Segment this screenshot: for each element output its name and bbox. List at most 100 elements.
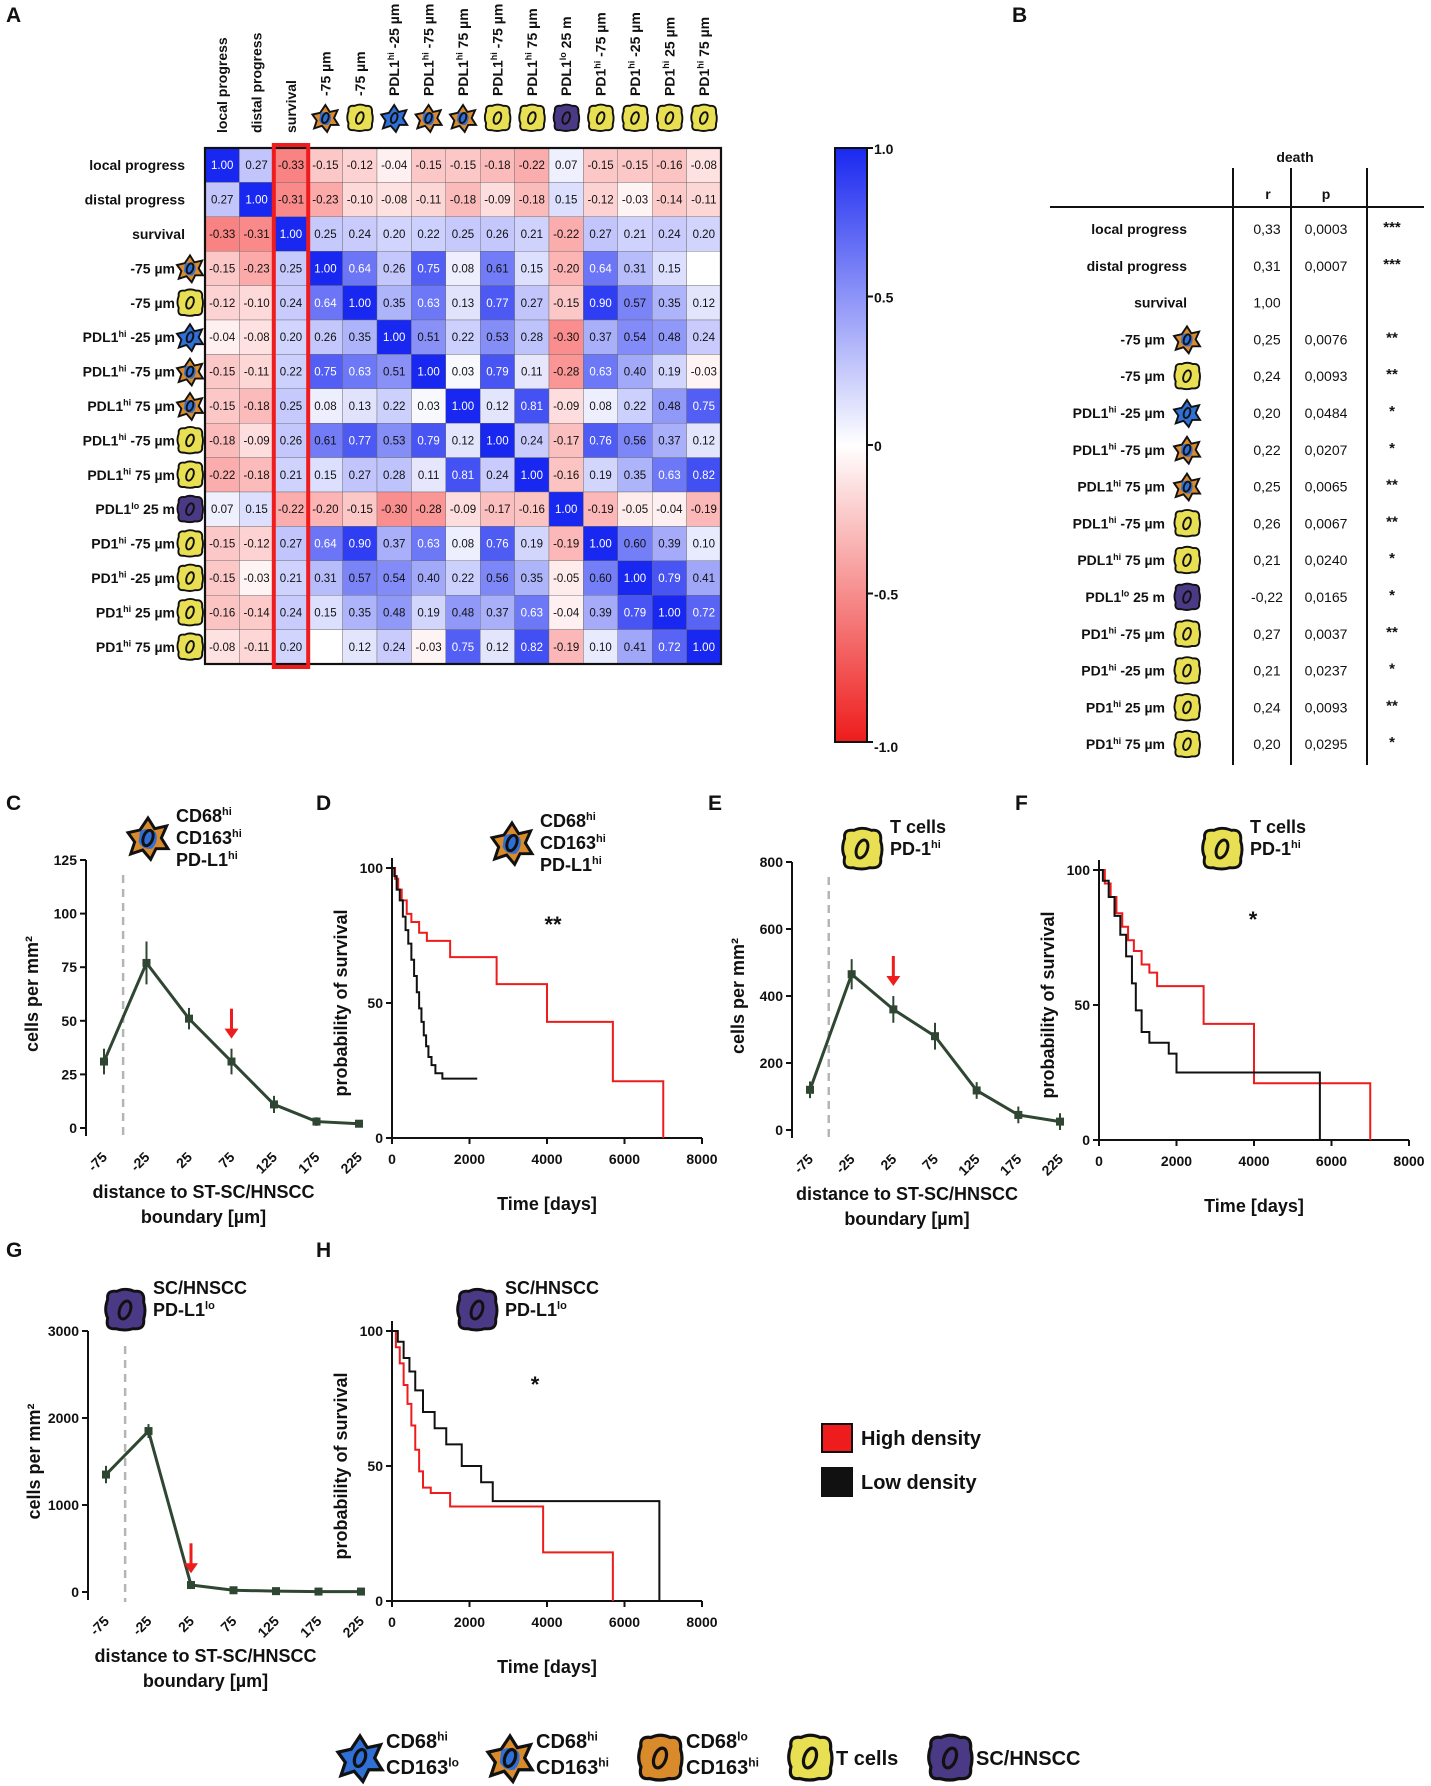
heatmap-cell <box>686 457 722 493</box>
line-chart-e: E 0 200 400 600 800 -75 -25 25 75 125 175 225 cells p… <box>708 792 1066 1229</box>
y-tick-label: 100 <box>1067 862 1091 878</box>
heatmap-value: 0.63 <box>589 367 611 379</box>
heatmap-cell <box>548 354 584 389</box>
table-r-value: 0,21 <box>1253 552 1280 568</box>
heatmap-cell <box>239 595 274 630</box>
colorbar-tick-label: 0.5 <box>874 290 894 306</box>
heatmap-cell <box>204 491 240 527</box>
heatmap-cell <box>376 182 412 217</box>
heatmap-value: 0.20 <box>693 229 715 241</box>
heatmap-cell <box>617 216 653 252</box>
heatmap-value: 1.00 <box>486 435 508 447</box>
y-tick-label: 0 <box>375 1130 383 1146</box>
blue-star-cell-icon <box>379 103 409 134</box>
chart-title: CD163hi <box>176 828 242 848</box>
column-label: PD1hi 25 µm <box>661 17 677 96</box>
heatmap-value: 0.37 <box>589 332 611 344</box>
heatmap-cell <box>514 629 550 665</box>
colorbar-tick-label: 0 <box>874 438 882 454</box>
x-tick-label: 175 <box>997 1151 1025 1179</box>
heatmap-value: 0.20 <box>280 642 302 654</box>
yellow-cell-icon <box>1173 509 1201 538</box>
heatmap-cell <box>652 595 687 630</box>
heatmap-value: 0.11 <box>521 367 543 379</box>
heatmap-cell <box>239 182 274 217</box>
y-axis-label: probability of survival <box>331 909 351 1096</box>
heatmap-value: 0.19 <box>658 367 680 379</box>
legend-high-label: High density <box>861 1428 982 1450</box>
heatmap-value: 0.48 <box>658 332 680 344</box>
y-tick-label: 0 <box>775 1122 783 1138</box>
x-tick-label: 75 <box>217 1613 239 1635</box>
heatmap-value: 0.40 <box>417 573 439 585</box>
orange-star-cell-icon <box>175 391 205 422</box>
column-label: PDL1lo 25 m <box>558 16 574 96</box>
y-tick-label: 125 <box>54 852 78 868</box>
table-significance: *** <box>1383 219 1401 236</box>
heatmap-value: 0.27 <box>245 160 267 172</box>
y-axis-label: probability of survival <box>1038 911 1058 1098</box>
table-row-label: PDL1hi 75 µm <box>1077 478 1165 494</box>
heatmap-value: -0.09 <box>243 435 269 447</box>
table-p-value: 0,0037 <box>1305 626 1348 642</box>
chart-title: T cells <box>890 817 946 837</box>
x-tick-label: 4000 <box>531 1614 562 1630</box>
row-label: distal progress <box>85 192 186 208</box>
column-label: PDL1hi -25 µm <box>386 4 402 96</box>
heatmap-value: 0.22 <box>280 367 302 379</box>
heatmap-value: 0.76 <box>486 539 508 551</box>
survival-curve-high <box>1099 869 1372 1140</box>
km-chart-h: H 0 50 100 0 2000 4000 6000 8000 probability of s… <box>316 1239 718 1677</box>
heatmap-value: 0.35 <box>383 298 405 310</box>
heatmap-cell <box>514 182 550 217</box>
yellow-cell-icon <box>1173 619 1201 648</box>
table-r-value: 0,25 <box>1253 479 1280 495</box>
table-r-value: 0,26 <box>1253 515 1280 531</box>
heatmap-cell <box>652 388 687 424</box>
heatmap-cell <box>204 526 240 562</box>
table-p-value: 0,0065 <box>1305 479 1348 495</box>
heatmap-value: -0.22 <box>553 229 579 241</box>
heatmap-cell <box>480 285 515 321</box>
table-r-value: 0,31 <box>1253 258 1280 274</box>
table-col-p: p <box>1322 186 1331 202</box>
heatmap-cell <box>239 147 274 183</box>
panel-letter-e: E <box>708 792 722 815</box>
heatmap-cell <box>686 491 722 527</box>
heatmap-value: 0.24 <box>280 607 303 619</box>
x-axis-label: distance to ST-SC/HNSCC <box>796 1184 1018 1204</box>
heatmap-cell <box>583 147 619 183</box>
heatmap-cell <box>583 182 619 217</box>
heatmap-cell <box>583 319 619 355</box>
x-tick-label: 4000 <box>1238 1153 1269 1169</box>
heatmap-value: -0.12 <box>243 539 269 551</box>
cell-legend-label: CD163lo <box>386 1755 459 1779</box>
heatmap-cell <box>308 182 343 217</box>
heatmap-value: 0.57 <box>624 298 646 310</box>
heatmap-cell <box>376 388 412 424</box>
x-tick-label: 225 <box>1038 1151 1066 1179</box>
heatmap-value: -0.19 <box>553 539 579 551</box>
table-r-value: 0,22 <box>1253 442 1280 458</box>
cell-legend-label: CD163hi <box>686 1755 759 1779</box>
table-header-death: death <box>1276 149 1313 165</box>
heatmap-cell <box>445 182 481 217</box>
heatmap-cell <box>239 526 274 562</box>
yellow-cell-icon <box>787 1733 834 1782</box>
table-significance: *** <box>1383 256 1401 273</box>
heatmap-cell <box>583 457 619 493</box>
heatmap-cell <box>273 526 309 562</box>
yellow-cell-icon <box>1173 361 1201 391</box>
heatmap-value: -0.08 <box>209 642 235 654</box>
heatmap-value: 1.00 <box>658 607 680 619</box>
heatmap-value: 1.00 <box>452 401 474 413</box>
heatmap-cell <box>342 216 378 252</box>
heatmap-value: 0.15 <box>314 607 336 619</box>
heatmap-cell <box>652 629 687 665</box>
heatmap-cell <box>308 629 343 665</box>
heatmap-value: 0.26 <box>314 332 336 344</box>
x-tick-label: 175 <box>295 1149 323 1177</box>
yellow-cell-icon <box>176 460 204 489</box>
heatmap-value: -0.15 <box>209 401 235 413</box>
heatmap-cell <box>445 560 481 596</box>
